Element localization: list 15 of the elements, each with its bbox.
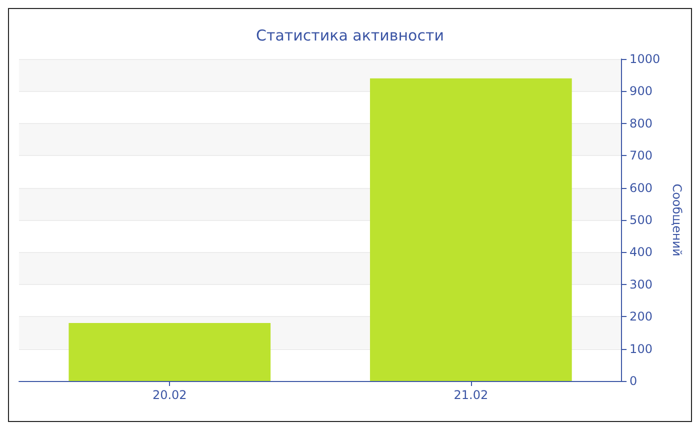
x-tick-label: 21.02 <box>454 388 488 402</box>
y-tick-label: 600 <box>630 180 652 195</box>
y-tick-label: 400 <box>630 245 652 260</box>
chart-title: Статистика активности <box>256 26 444 44</box>
y-axis-title: Сообщений <box>670 184 684 256</box>
y-tick-label: 500 <box>630 213 652 227</box>
y-tick-label: 900 <box>630 84 652 98</box>
y-tick-label: 1000 <box>630 52 660 66</box>
y-tick-label: 0 <box>630 374 638 388</box>
y-tick-label: 800 <box>630 116 652 130</box>
y-tick-label: 700 <box>630 148 652 163</box>
x-tick-label: 20.02 <box>152 388 187 402</box>
y-tick-label: 300 <box>630 277 652 292</box>
y-tick-label: 200 <box>630 310 652 324</box>
y-tick-label: 100 <box>630 342 652 356</box>
